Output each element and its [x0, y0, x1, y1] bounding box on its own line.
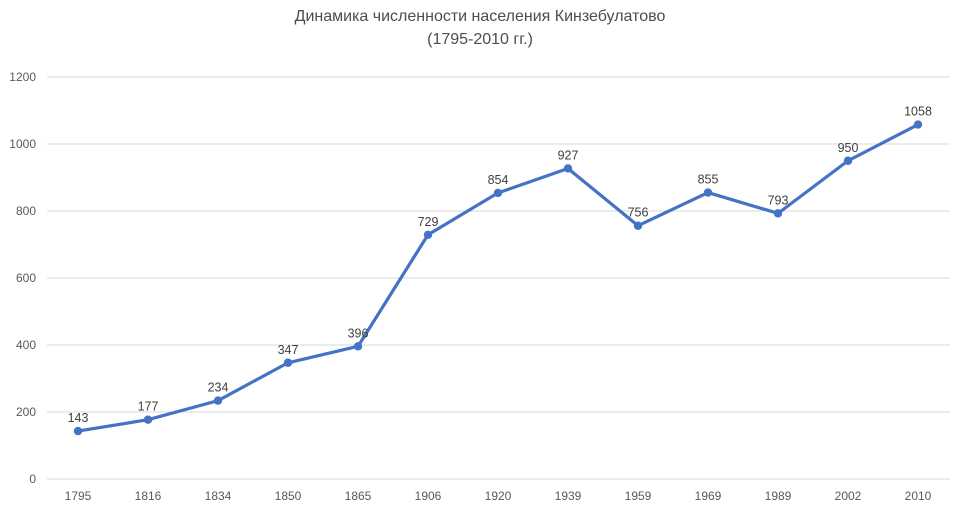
data-point-1850	[283, 358, 293, 367]
x-tick-label-1920: 1920	[485, 489, 512, 503]
data-label-1795: 143	[68, 411, 89, 425]
x-tick-label-1834: 1834	[205, 489, 232, 503]
data-label-1939: 927	[558, 148, 579, 162]
data-label-2010: 1058	[904, 105, 932, 119]
data-point-2002	[843, 156, 853, 165]
data-label-1920: 854	[488, 173, 509, 187]
y-tick-label-200: 200	[16, 405, 36, 419]
x-tick-label-1989: 1989	[765, 489, 792, 503]
data-point-1865	[353, 342, 363, 351]
x-tick-label-1795: 1795	[65, 489, 92, 503]
data-point-1959	[633, 221, 643, 230]
x-tick-label-1906: 1906	[415, 489, 442, 503]
data-point-1816	[143, 415, 153, 424]
data-label-1989: 793	[768, 193, 789, 207]
chart-title-block: Динамика численности населения Кинзебула…	[0, 5, 960, 51]
data-label-2002: 950	[838, 141, 859, 155]
data-label-1816: 177	[138, 400, 159, 414]
data-label-1969: 855	[698, 173, 719, 187]
y-tick-label-400: 400	[16, 338, 36, 352]
y-tick-label-600: 600	[16, 271, 36, 285]
y-tick-label-1000: 1000	[9, 137, 36, 151]
x-tick-label-1816: 1816	[135, 489, 162, 503]
x-tick-label-2010: 2010	[905, 489, 932, 503]
data-point-2010	[913, 120, 923, 129]
data-label-1850: 347	[278, 343, 299, 357]
chart-subtitle: (1795-2010 гг.)	[427, 31, 533, 49]
x-tick-label-1939: 1939	[555, 489, 582, 503]
data-label-1959: 756	[628, 206, 649, 220]
chart-title: Динамика численности населения Кинзебула…	[294, 8, 666, 25]
data-point-1920	[493, 188, 503, 198]
data-label-1834: 234	[208, 381, 229, 395]
y-tick-label-0: 0	[29, 472, 36, 486]
data-point-1834	[213, 396, 223, 405]
data-point-1969	[703, 188, 713, 197]
x-tick-label-1959: 1959	[625, 489, 652, 503]
data-point-1939	[563, 164, 573, 173]
data-point-1906	[423, 230, 433, 239]
y-tick-label-1200: 1200	[9, 70, 36, 84]
data-label-1865: 396	[348, 326, 369, 340]
data-point-1795	[73, 426, 83, 436]
x-tick-label-1850: 1850	[275, 489, 302, 503]
data-point-1989	[773, 209, 783, 218]
y-tick-label-800: 800	[16, 204, 36, 218]
x-tick-label-2002: 2002	[835, 489, 862, 503]
data-label-1906: 729	[418, 215, 439, 229]
x-tick-label-1969: 1969	[695, 489, 722, 503]
x-tick-label-1865: 1865	[345, 489, 372, 503]
